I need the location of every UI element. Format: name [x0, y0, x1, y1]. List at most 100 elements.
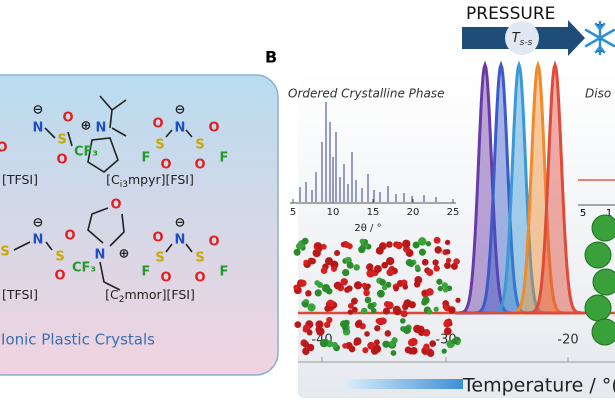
- inset-tick-label: 15: [367, 207, 380, 218]
- atom: [303, 259, 309, 265]
- atom: [381, 284, 388, 291]
- inset-title: Ordered Crystalline Phase: [288, 87, 445, 101]
- atom: [320, 243, 327, 250]
- atom: [331, 341, 338, 348]
- atom: [395, 241, 403, 250]
- atom: [421, 290, 427, 296]
- atom: [375, 246, 384, 255]
- atom-label: ⊕: [81, 119, 92, 134]
- atom: [330, 265, 338, 272]
- atom: [293, 248, 301, 256]
- atom: [434, 246, 442, 254]
- atom: [306, 329, 313, 336]
- atom-label: O: [194, 271, 205, 286]
- atom: [351, 306, 358, 313]
- atom: [403, 326, 411, 334]
- atom: [359, 238, 365, 244]
- atom: [426, 268, 434, 277]
- atom: [314, 289, 322, 297]
- atom: [379, 317, 387, 325]
- atom: [382, 307, 390, 315]
- atom: [299, 279, 307, 287]
- atom-label: O: [62, 111, 73, 126]
- atom-label: F: [142, 151, 151, 166]
- atom-label: S: [195, 251, 204, 266]
- panel-b-box: [298, 70, 615, 398]
- atom: [379, 278, 386, 286]
- atom: [414, 276, 423, 284]
- atom-label: O: [0, 141, 8, 156]
- inset-right-tick: 5: [580, 208, 586, 219]
- label-part: 2: [119, 295, 125, 305]
- atom-label: O: [160, 271, 171, 286]
- x-label: Temperature / °(: [462, 375, 615, 397]
- atom: [390, 350, 397, 356]
- atom: [353, 264, 360, 271]
- atom-label: ⊖: [175, 216, 186, 231]
- atom: [400, 318, 406, 324]
- atom-label: O: [208, 121, 219, 136]
- atom: [444, 239, 451, 246]
- atom: [441, 282, 448, 289]
- atom: [320, 267, 328, 274]
- atom: [340, 278, 348, 286]
- atom: [407, 338, 416, 347]
- atom-label: S: [55, 250, 64, 265]
- atom: [321, 284, 331, 293]
- atom-label: O: [194, 158, 205, 173]
- compound-label: [TFSI]: [2, 172, 38, 187]
- atom: [418, 248, 426, 256]
- snowflake: [584, 20, 615, 56]
- atom: [364, 331, 370, 337]
- atom: [425, 241, 432, 247]
- atom: [442, 304, 448, 310]
- atom-label: N: [175, 121, 186, 136]
- atom: [302, 301, 309, 308]
- atom: [437, 285, 444, 292]
- panel-a-title: c Ionic Plastic Crystals: [0, 331, 155, 349]
- transition-main: T: [512, 31, 521, 46]
- atom-label: N: [33, 233, 44, 248]
- atom: [423, 343, 430, 351]
- atom: [324, 257, 334, 266]
- atom: [373, 264, 382, 273]
- atom: [412, 241, 420, 249]
- atom: [362, 347, 369, 354]
- atom: [307, 303, 316, 312]
- atom: [354, 320, 362, 328]
- atom-label: ⊖: [175, 103, 186, 118]
- label-part: i3: [120, 180, 128, 190]
- atom: [333, 281, 342, 290]
- atom: [418, 237, 427, 246]
- atom: [372, 344, 382, 354]
- inset-tick-label: 20: [407, 207, 420, 218]
- atom: [353, 281, 363, 290]
- atom: [402, 284, 409, 290]
- arrow-label: PRESSURE: [466, 4, 555, 24]
- atom-label: O: [56, 153, 67, 168]
- atom: [421, 258, 429, 266]
- atom: [404, 346, 412, 354]
- atom: [433, 236, 441, 244]
- atom: [400, 310, 408, 318]
- atom: [413, 324, 422, 334]
- atom: [444, 262, 450, 269]
- label-part: mpyr][FSI]: [128, 172, 194, 187]
- atom: [364, 296, 372, 304]
- atom: [445, 257, 452, 264]
- bonds: [13, 95, 193, 291]
- transition-badge: [505, 21, 539, 55]
- atom: [382, 340, 390, 348]
- atom: [358, 245, 366, 254]
- atom-label: CF₃: [72, 261, 96, 276]
- atom: [347, 302, 354, 309]
- atom: [324, 305, 331, 312]
- atom-label: F: [220, 265, 229, 280]
- atom: [367, 302, 375, 310]
- atom: [426, 288, 434, 296]
- atom: [448, 306, 456, 314]
- atom: [386, 256, 395, 266]
- atom: [376, 289, 385, 298]
- atom-label: ⊖: [33, 216, 44, 231]
